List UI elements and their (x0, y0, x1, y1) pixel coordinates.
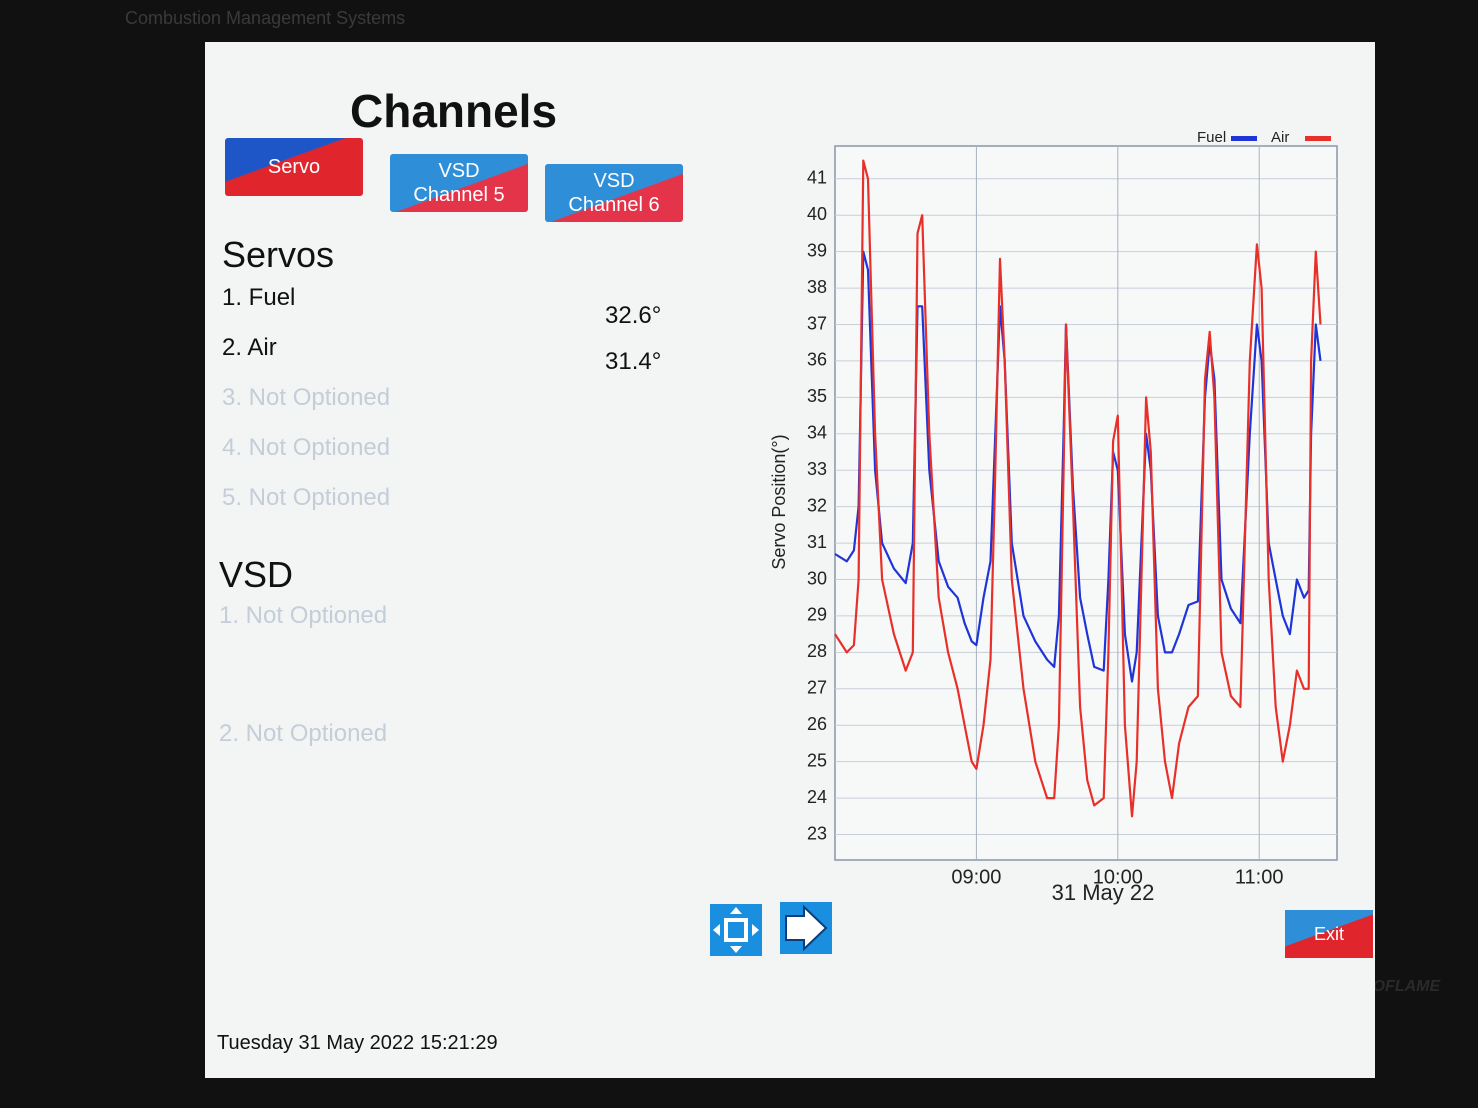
y-tick-label: 29 (807, 605, 827, 625)
tab-vsd5[interactable]: VSD Channel 5 (390, 154, 528, 212)
legend-swatch (1231, 136, 1257, 141)
y-tick-label: 35 (807, 386, 827, 406)
chart: Servo Position(°) 31 May 22 23 24 25 26 27 28… (769, 129, 1338, 905)
section-heading: VSD (219, 554, 294, 595)
next-button[interactable] (780, 902, 832, 954)
y-tick-label: 24 (807, 787, 827, 807)
tab-label: Channel 5 (413, 184, 505, 206)
tab-label: VSD (593, 170, 635, 192)
y-axis-label: Servo Position(°) (769, 434, 789, 569)
y-tick-label: 25 (807, 750, 827, 770)
y-tick-label: 41 (807, 168, 827, 188)
x-tick-label: 11:00 (1235, 866, 1284, 888)
servo-label: 3. Not Optioned (222, 384, 391, 411)
legend-label: Air (1271, 129, 1289, 146)
y-tick-label: 23 (807, 823, 827, 843)
vsd-label: 2. Not Optioned (219, 720, 388, 747)
y-tick-label: 33 (807, 459, 827, 479)
vsd-label: 1. Not Optioned (219, 602, 388, 629)
y-tick-label: 31 (807, 532, 827, 552)
y-tick-label: 30 (807, 568, 827, 588)
servo-label: 2. Air (222, 334, 277, 361)
next-icon (785, 904, 828, 952)
data-line (834, 159, 1322, 818)
servo-reading: 32.6° (605, 302, 662, 329)
y-tick-label: 39 (807, 240, 827, 260)
servo-label: 4. Not Optioned (222, 434, 391, 461)
page-title: Channels (350, 85, 558, 137)
y-tick-label: 34 (807, 423, 827, 443)
tab-servo[interactable]: Servo (225, 138, 363, 196)
exit-button[interactable]: Exit (1285, 910, 1373, 958)
tab-label: Servo (267, 156, 321, 178)
data-line (834, 250, 1322, 683)
y-tick-label: 32 (807, 495, 827, 515)
zoom-button[interactable] (710, 904, 762, 956)
y-tick-label: 28 (807, 641, 827, 661)
servo-reading: 31.4° (605, 348, 662, 375)
brand-subtitle: Combustion Management Systems (125, 8, 406, 28)
legend-swatch (1305, 136, 1331, 141)
y-tick-label: 38 (807, 277, 827, 297)
exit-label: Exit (1313, 923, 1344, 944)
x-tick-label: 10:00 (1093, 866, 1143, 888)
y-tick-label: 27 (807, 678, 827, 698)
section-heading: Servos (222, 234, 335, 275)
legend-label: Fuel (1197, 129, 1226, 146)
tab-label: Channel 6 (568, 194, 660, 216)
servo-label: 1. Fuel (222, 284, 296, 311)
x-axis-label: 31 May 22 (1052, 880, 1155, 905)
y-tick-label: 26 (807, 714, 827, 734)
y-tick-label: 37 (807, 313, 827, 333)
servo-label: 5. Not Optioned (222, 484, 391, 511)
zoom-icon (713, 907, 759, 953)
datetime: Tuesday 31 May 2022 15:21:29 (217, 1032, 498, 1054)
y-tick-label: 36 (807, 350, 827, 370)
screen: Channels Servo VSD Channel 5 VSD Channel 6… (205, 42, 1375, 1078)
y-tick-label: 40 (807, 204, 827, 224)
plot-area (834, 145, 1338, 861)
tab-label: VSD (438, 160, 480, 182)
x-tick-label: 09:00 (951, 866, 1001, 888)
tab-vsd6[interactable]: VSD Channel 6 (545, 164, 683, 222)
